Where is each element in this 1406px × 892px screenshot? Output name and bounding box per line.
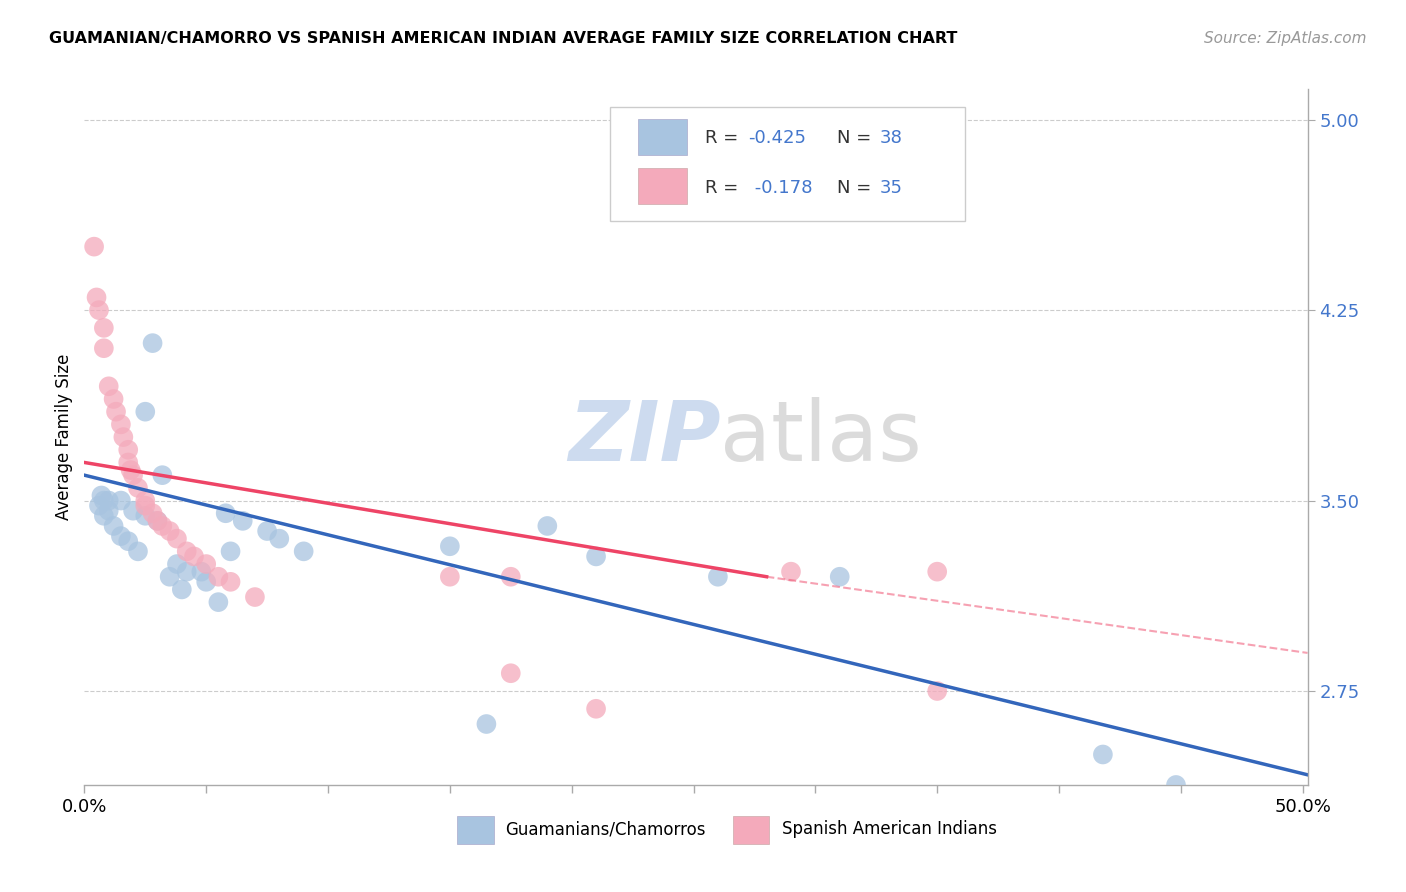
Text: N =: N = [837, 179, 876, 197]
Point [828, 570, 851, 584]
Point [475, 717, 498, 731]
Point [585, 702, 607, 716]
Text: 35: 35 [880, 179, 903, 197]
Point [122, 504, 145, 518]
Point [707, 570, 730, 584]
Y-axis label: Average Family Size: Average Family Size [55, 354, 73, 520]
Point [269, 532, 291, 546]
Point [90, 488, 112, 502]
Bar [638, 120, 688, 155]
Text: atlas: atlas [720, 397, 922, 477]
Point [219, 574, 242, 589]
Point [1091, 747, 1114, 762]
Point [207, 570, 229, 584]
Text: R =: R = [704, 129, 744, 147]
Point [110, 529, 132, 543]
Point [243, 590, 266, 604]
Bar [638, 168, 688, 204]
Point [142, 506, 165, 520]
Text: GUAMANIAN/CHAMORRO VS SPANISH AMERICAN INDIAN AVERAGE FAMILY SIZE CORRELATION CH: GUAMANIAN/CHAMORRO VS SPANISH AMERICAN I… [49, 31, 957, 46]
Bar [457, 816, 494, 844]
Point [117, 534, 139, 549]
Point [134, 499, 156, 513]
Point [120, 463, 142, 477]
Text: -0.178: -0.178 [748, 179, 813, 197]
Point [195, 574, 218, 589]
Text: Guamanians/Chamorros: Guamanians/Chamorros [505, 821, 706, 838]
Point [87, 303, 110, 318]
Point [207, 595, 229, 609]
Point [103, 392, 125, 406]
Point [219, 544, 242, 558]
Point [146, 514, 169, 528]
Text: N =: N = [837, 129, 876, 147]
Point [927, 565, 949, 579]
Point [170, 582, 193, 597]
Point [83, 239, 105, 253]
Point [195, 557, 218, 571]
Point [93, 508, 115, 523]
Point [256, 524, 278, 538]
Point [97, 379, 120, 393]
Point [127, 481, 149, 495]
Text: 38: 38 [880, 129, 903, 147]
Point [110, 493, 132, 508]
Point [292, 544, 315, 558]
Text: Source: ZipAtlas.com: Source: ZipAtlas.com [1204, 31, 1367, 46]
Point [110, 417, 132, 432]
Point [112, 430, 135, 444]
Point [150, 468, 173, 483]
Point [166, 532, 188, 546]
Point [93, 321, 115, 335]
Point [127, 544, 149, 558]
Point [585, 549, 607, 564]
Text: -0.425: -0.425 [748, 129, 807, 147]
Text: ZIP: ZIP [568, 397, 720, 477]
Point [439, 570, 461, 584]
Point [439, 539, 461, 553]
Point [927, 684, 949, 698]
Point [87, 499, 110, 513]
Point [176, 544, 198, 558]
Point [190, 565, 212, 579]
Point [780, 565, 803, 579]
Point [105, 405, 128, 419]
Point [103, 519, 125, 533]
Text: Spanish American Indians: Spanish American Indians [782, 821, 997, 838]
Bar [733, 816, 769, 844]
Point [97, 493, 120, 508]
Point [499, 570, 522, 584]
Point [134, 405, 156, 419]
Point [183, 549, 205, 564]
Point [232, 514, 254, 528]
Point [176, 565, 198, 579]
Point [150, 519, 173, 533]
Point [159, 570, 181, 584]
Point [117, 442, 139, 457]
Point [499, 666, 522, 681]
Text: R =: R = [704, 179, 744, 197]
Point [142, 336, 165, 351]
Point [93, 493, 115, 508]
Point [159, 524, 181, 538]
Point [536, 519, 558, 533]
Point [215, 506, 238, 520]
Point [146, 514, 169, 528]
Point [117, 455, 139, 469]
Point [97, 504, 120, 518]
Point [134, 508, 156, 523]
Point [93, 341, 115, 355]
Point [134, 493, 156, 508]
FancyBboxPatch shape [610, 106, 965, 221]
Point [122, 468, 145, 483]
Point [166, 557, 188, 571]
Point [1164, 778, 1187, 792]
Point [86, 290, 108, 304]
